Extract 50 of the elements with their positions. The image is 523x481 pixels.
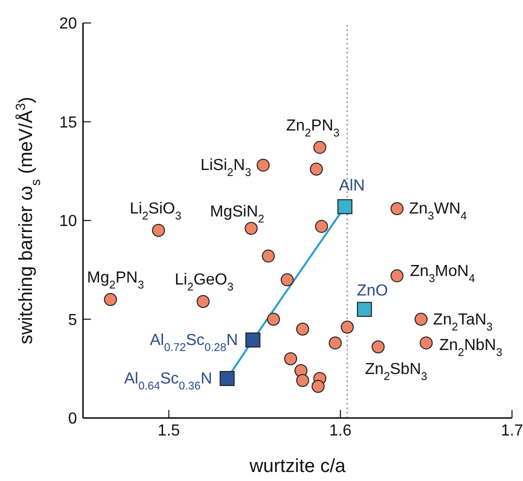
point: [280, 273, 294, 286]
point: [196, 294, 210, 308]
point: [390, 202, 404, 216]
annotation: Zn$_{2}$PN$_{3}$: [286, 117, 340, 140]
annotation: Zn$_{2}$TaN$_{3}$: [433, 311, 493, 334]
annotation: Mg$_{2}$PN$_{3}$: [86, 270, 144, 292]
point: [337, 199, 352, 214]
point: [266, 312, 280, 326]
point: [296, 322, 310, 336]
point: [312, 380, 325, 393]
series-label: ZnO: [356, 282, 388, 300]
x-tick-label: 1.6: [329, 422, 352, 440]
point: [340, 320, 354, 334]
point: [313, 140, 326, 154]
y-tick-label: 5: [68, 312, 78, 329]
y-tick-label: 10: [59, 213, 78, 230]
annotation: Li$_{2}$GeO$_{3}$: [174, 271, 234, 294]
point: [152, 224, 166, 237]
point: [104, 293, 117, 306]
point: [328, 336, 342, 350]
point: [315, 220, 328, 233]
y-tick-label: 15: [59, 114, 78, 132]
annotation: MgSiN$_{2}$: [210, 203, 264, 226]
annotation: LiSi$_{2}$N$_{3}$: [200, 157, 252, 180]
x-axis-title: wurtzite c/a: [248, 456, 346, 477]
point: [220, 371, 235, 386]
y-tick-label: 20: [59, 16, 78, 33]
annotation: Zn$_{2}$SbN$_{3}$: [365, 360, 428, 383]
y-tick-label: 0: [68, 410, 78, 428]
point: [372, 340, 385, 354]
x-tick-label: 1.7: [500, 422, 523, 440]
point: [256, 158, 270, 172]
point: [284, 352, 298, 366]
series-label: Al$_{0.72}$Sc$_{0.28}$N: [150, 332, 238, 354]
annotation: Zn$_{3}$MoN$_{4}$: [410, 262, 475, 285]
point: [414, 312, 428, 326]
point: [420, 336, 433, 350]
annotation: Li$_{2}$SiO$_{3}$: [130, 200, 182, 222]
point: [262, 250, 275, 263]
x-tick-label: 1.5: [158, 422, 180, 440]
point: [244, 222, 258, 235]
point: [296, 374, 310, 387]
annotation: Zn$_{2}$NbN$_{3}$: [439, 336, 502, 359]
point: [390, 269, 404, 282]
point: [245, 332, 260, 348]
point: [310, 162, 323, 176]
series-label: AlN: [338, 178, 365, 195]
annotation: Zn$_{3}$WN$_{4}$: [409, 200, 467, 223]
point: [356, 302, 372, 317]
series-label: Al$_{0.64}$Sc$_{0.36}$N: [124, 370, 212, 392]
